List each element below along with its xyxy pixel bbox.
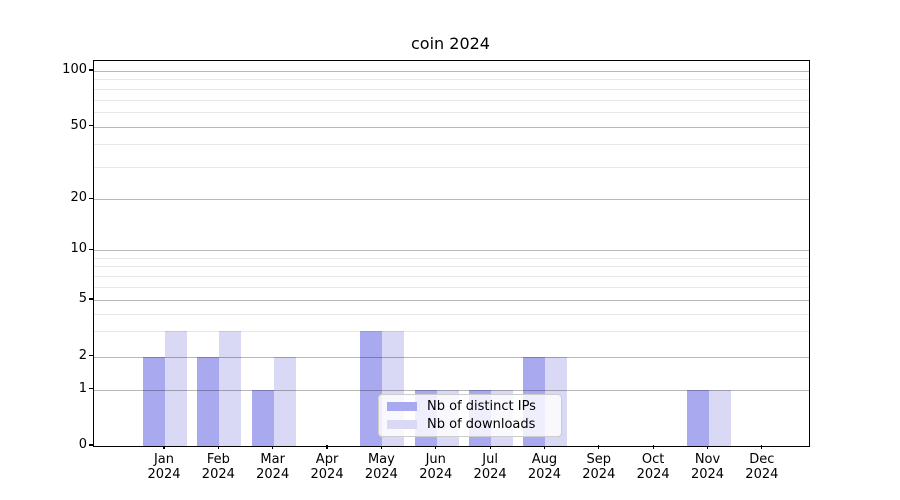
x-tick-mark xyxy=(326,445,328,449)
x-tick-label: May 2024 xyxy=(364,452,398,482)
gridline-major xyxy=(94,71,809,72)
gridline-minor xyxy=(94,112,809,114)
x-tick-label: Feb 2024 xyxy=(201,452,235,482)
x-tick-mark xyxy=(435,445,437,449)
bar-distinct-ips xyxy=(197,356,220,446)
bar-distinct-ips xyxy=(251,389,274,446)
x-tick-label: Sep 2024 xyxy=(582,452,616,482)
bar-distinct-ips xyxy=(143,356,165,446)
x-tick-mark xyxy=(489,445,491,449)
legend-swatch-distinct-ips-icon xyxy=(387,402,417,412)
y-tick-label: 10 xyxy=(70,241,87,257)
plot-area: Nb of distinct IPs Nb of downloads xyxy=(93,60,810,447)
x-tick-mark xyxy=(272,445,274,449)
gridline-minor xyxy=(94,88,809,90)
gridline-minor xyxy=(94,331,809,333)
y-tick-mark xyxy=(89,248,93,250)
chart-title: coin 2024 xyxy=(411,34,490,53)
x-tick-mark xyxy=(380,445,382,449)
gridline-major xyxy=(94,126,809,128)
x-tick-label: Mar 2024 xyxy=(256,452,290,482)
gridline-minor xyxy=(94,266,809,268)
y-tick-label: 100 xyxy=(62,62,87,77)
x-tick-label: Jan 2024 xyxy=(147,452,181,482)
y-tick-label: 2 xyxy=(78,347,87,363)
y-tick-mark xyxy=(89,354,93,357)
legend-item-downloads: Nb of downloads xyxy=(387,417,553,432)
x-tick-label: Aug 2024 xyxy=(527,452,561,482)
gridline-minor xyxy=(94,144,809,146)
gridline-major xyxy=(94,300,809,301)
bar-downloads xyxy=(708,389,731,446)
x-tick-mark xyxy=(761,445,763,449)
gridline-minor xyxy=(94,313,809,315)
bar-downloads xyxy=(273,356,296,446)
x-tick-mark xyxy=(598,445,600,449)
gridline-minor xyxy=(94,286,809,288)
gridline-minor xyxy=(94,79,809,81)
x-tick-mark xyxy=(706,445,709,449)
y-tick-label: 0 xyxy=(78,437,87,452)
legend-swatch-downloads-icon xyxy=(387,419,417,429)
gridline-major xyxy=(94,389,809,391)
y-tick-mark xyxy=(89,444,93,446)
bar-downloads xyxy=(219,331,242,446)
x-tick-label: Oct 2024 xyxy=(636,452,670,482)
bar-distinct-ips xyxy=(686,389,709,446)
x-tick-label: Apr 2024 xyxy=(310,452,344,482)
gridline-major xyxy=(94,199,809,201)
x-tick-label: Jun 2024 xyxy=(419,452,453,482)
bar-downloads xyxy=(165,331,187,446)
x-tick-mark xyxy=(652,445,654,449)
y-tick-mark xyxy=(89,298,93,300)
gridline-major xyxy=(94,250,809,252)
x-tick-label: Dec 2024 xyxy=(745,452,779,482)
y-tick-label: 50 xyxy=(70,117,87,133)
y-tick-label: 20 xyxy=(70,190,87,206)
legend-label-distinct-ips: Nb of distinct IPs xyxy=(427,399,536,415)
legend: Nb of distinct IPs Nb of downloads xyxy=(378,394,562,437)
gridline-major xyxy=(94,356,809,358)
gridline-minor xyxy=(94,167,809,169)
y-tick-mark xyxy=(89,197,93,199)
bar-distinct-ips xyxy=(360,331,383,446)
y-tick-label: 1 xyxy=(78,380,87,396)
y-tick-mark xyxy=(89,125,93,127)
x-tick-mark xyxy=(543,445,546,449)
gridline-minor xyxy=(94,257,809,259)
y-tick-mark xyxy=(89,69,93,71)
gridline-minor xyxy=(94,275,809,277)
x-tick-label: Nov 2024 xyxy=(690,452,725,482)
y-tick-label: 5 xyxy=(78,291,87,306)
x-tick-mark xyxy=(217,445,219,449)
x-tick-label: Jul 2024 xyxy=(473,452,507,482)
legend-label-downloads: Nb of downloads xyxy=(427,416,536,432)
x-tick-mark xyxy=(163,445,165,449)
legend-item-distinct-ips: Nb of distinct IPs xyxy=(387,399,553,414)
y-tick-mark xyxy=(89,387,93,390)
gridline-minor xyxy=(94,99,809,101)
